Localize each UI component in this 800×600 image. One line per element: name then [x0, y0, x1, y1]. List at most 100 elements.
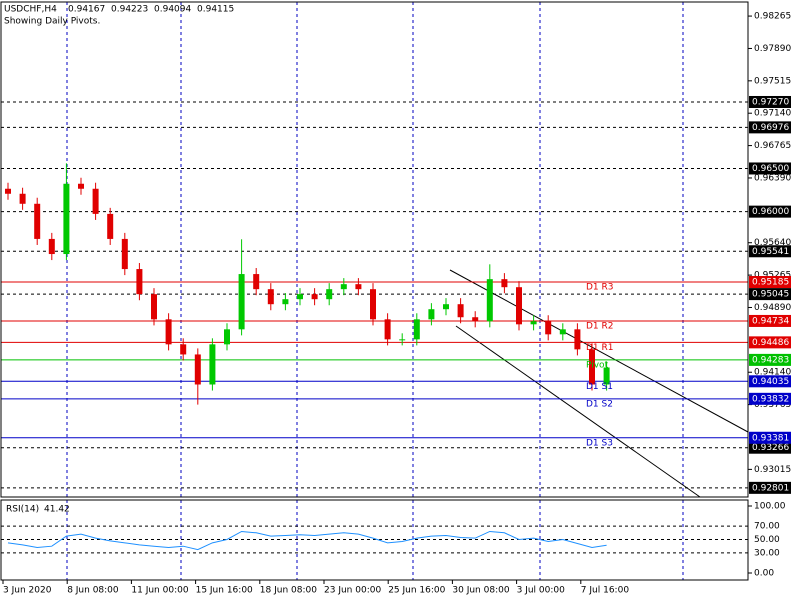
- candle-body: [559, 329, 566, 335]
- candle-body: [92, 188, 99, 214]
- level-box: [749, 245, 791, 258]
- candle-body: [267, 289, 274, 305]
- candle-body: [19, 193, 26, 204]
- y-tick-label: 0.97140: [754, 109, 791, 119]
- pivot-box: [749, 336, 791, 349]
- candle-body: [443, 304, 449, 310]
- candle-body: [428, 309, 435, 320]
- pivot-label: 0.93381: [752, 433, 789, 443]
- pivot-box: [749, 392, 791, 405]
- pivot-box: [749, 276, 791, 289]
- y-tick-label: 0.96765: [754, 141, 791, 151]
- candle-body: [107, 213, 114, 239]
- pivot-box: [749, 314, 791, 327]
- ohlc-value: 0.94167: [68, 5, 105, 15]
- pivot-name: D1 S1: [586, 382, 613, 392]
- candle-body: [472, 317, 479, 322]
- y-tick-label: 0.94890: [754, 303, 791, 313]
- candle-body: [516, 287, 522, 325]
- symbol: USDCHF,H4: [4, 5, 57, 15]
- pivot-label: 0.94734: [752, 316, 789, 326]
- x-tick-label: 25 Jun 16:00: [388, 586, 445, 596]
- y-tick-label: 0.95640: [754, 238, 791, 248]
- candle-body: [326, 289, 333, 300]
- x-tick-label: 7 Jul 16:00: [581, 586, 630, 596]
- candle-body: [297, 294, 303, 300]
- x-tick-label: 23 Jun 00:00: [324, 586, 381, 596]
- x-tick-label: 30 Jun 08:00: [452, 586, 509, 596]
- y-tick-label: 0.97890: [754, 44, 791, 54]
- trend-line: [449, 269, 749, 433]
- trend-line: [455, 325, 701, 498]
- pivot-label: 0.94486: [752, 338, 789, 348]
- level-box: [749, 205, 791, 218]
- level-box: [749, 95, 791, 108]
- level-label: 0.96000: [752, 207, 789, 217]
- candle-body: [194, 354, 201, 385]
- y-tick-label: 0.93015: [754, 465, 791, 475]
- candle-body: [34, 203, 41, 239]
- pivot-box: [749, 375, 791, 388]
- pivot-name: D1 S3: [586, 438, 613, 448]
- vgrid: [66, 2, 684, 580]
- pivot-label: 0.93832: [752, 394, 789, 404]
- y-tick-label: 0.95265: [754, 271, 791, 281]
- x-tick-label: 11 Jun 00:00: [131, 586, 188, 596]
- y-tick-label: 0.96390: [754, 173, 791, 183]
- candle-body: [78, 183, 84, 189]
- candle-body: [574, 329, 581, 350]
- candle-body: [282, 299, 289, 305]
- level-label: 0.95541: [752, 247, 789, 257]
- level-box: [749, 121, 791, 134]
- rsi-line: [7, 530, 607, 551]
- candle-body: [370, 289, 376, 320]
- pivot-label: 0.94283: [752, 355, 789, 365]
- y-tick-label: 0.97515: [754, 76, 791, 86]
- candle-body: [224, 329, 230, 345]
- pivot-name: D1 R3: [586, 283, 614, 293]
- level-label: 0.92801: [752, 483, 789, 493]
- candle-body: [5, 188, 11, 194]
- candle-body: [413, 319, 420, 340]
- candle-body: [486, 279, 493, 322]
- x-tick-label: 3 Jun 2020: [3, 586, 52, 596]
- ohlc-value: 0.94223: [111, 5, 148, 15]
- candle-body: [209, 344, 216, 385]
- y-tick-label: 0.93765: [754, 400, 791, 410]
- candle-body: [545, 321, 552, 335]
- level-label: 0.95045: [752, 290, 789, 300]
- level-label: 0.96976: [752, 123, 789, 133]
- rsi-tick-label: 50.00: [754, 535, 780, 545]
- candle-body: [501, 279, 508, 288]
- subtitle: Showing Daily Pivots.: [4, 17, 100, 27]
- candle-body: [48, 238, 55, 255]
- pivot-label: 0.94035: [752, 377, 789, 387]
- level-label: 0.97270: [752, 97, 789, 107]
- rsi-tick-label: 100.00: [754, 502, 786, 512]
- y-tick-label: 0.98265: [754, 12, 791, 22]
- candle-body: [340, 284, 347, 290]
- level-box: [749, 481, 791, 494]
- x-tick-label: 15 Jun 16:00: [196, 586, 253, 596]
- rsi-tick-label: 70.00: [754, 522, 780, 532]
- x-tick-label: 3 Jul 00:00: [517, 586, 566, 596]
- candle-body: [165, 319, 172, 345]
- level-label: 0.96500: [752, 164, 789, 174]
- rsi-title: RSI(14): [6, 505, 39, 515]
- level-box: [749, 162, 791, 175]
- pivot-box: [749, 431, 791, 444]
- x-tick-label: 18 Jun 08:00: [260, 586, 317, 596]
- rsi-tick-label: 30.00: [754, 548, 780, 558]
- pivot-name: D1 R1: [586, 343, 614, 353]
- pivot-name: D1 R2: [586, 321, 614, 331]
- rsi-current: 41.42: [44, 505, 70, 515]
- candle-body: [151, 294, 157, 320]
- pivot-label: 0.95185: [752, 278, 789, 288]
- candle-body: [63, 183, 70, 255]
- candle-body: [384, 319, 391, 340]
- candle-body: [589, 349, 595, 385]
- ohlc-value: 0.94094: [154, 5, 191, 15]
- level-box: [749, 441, 791, 454]
